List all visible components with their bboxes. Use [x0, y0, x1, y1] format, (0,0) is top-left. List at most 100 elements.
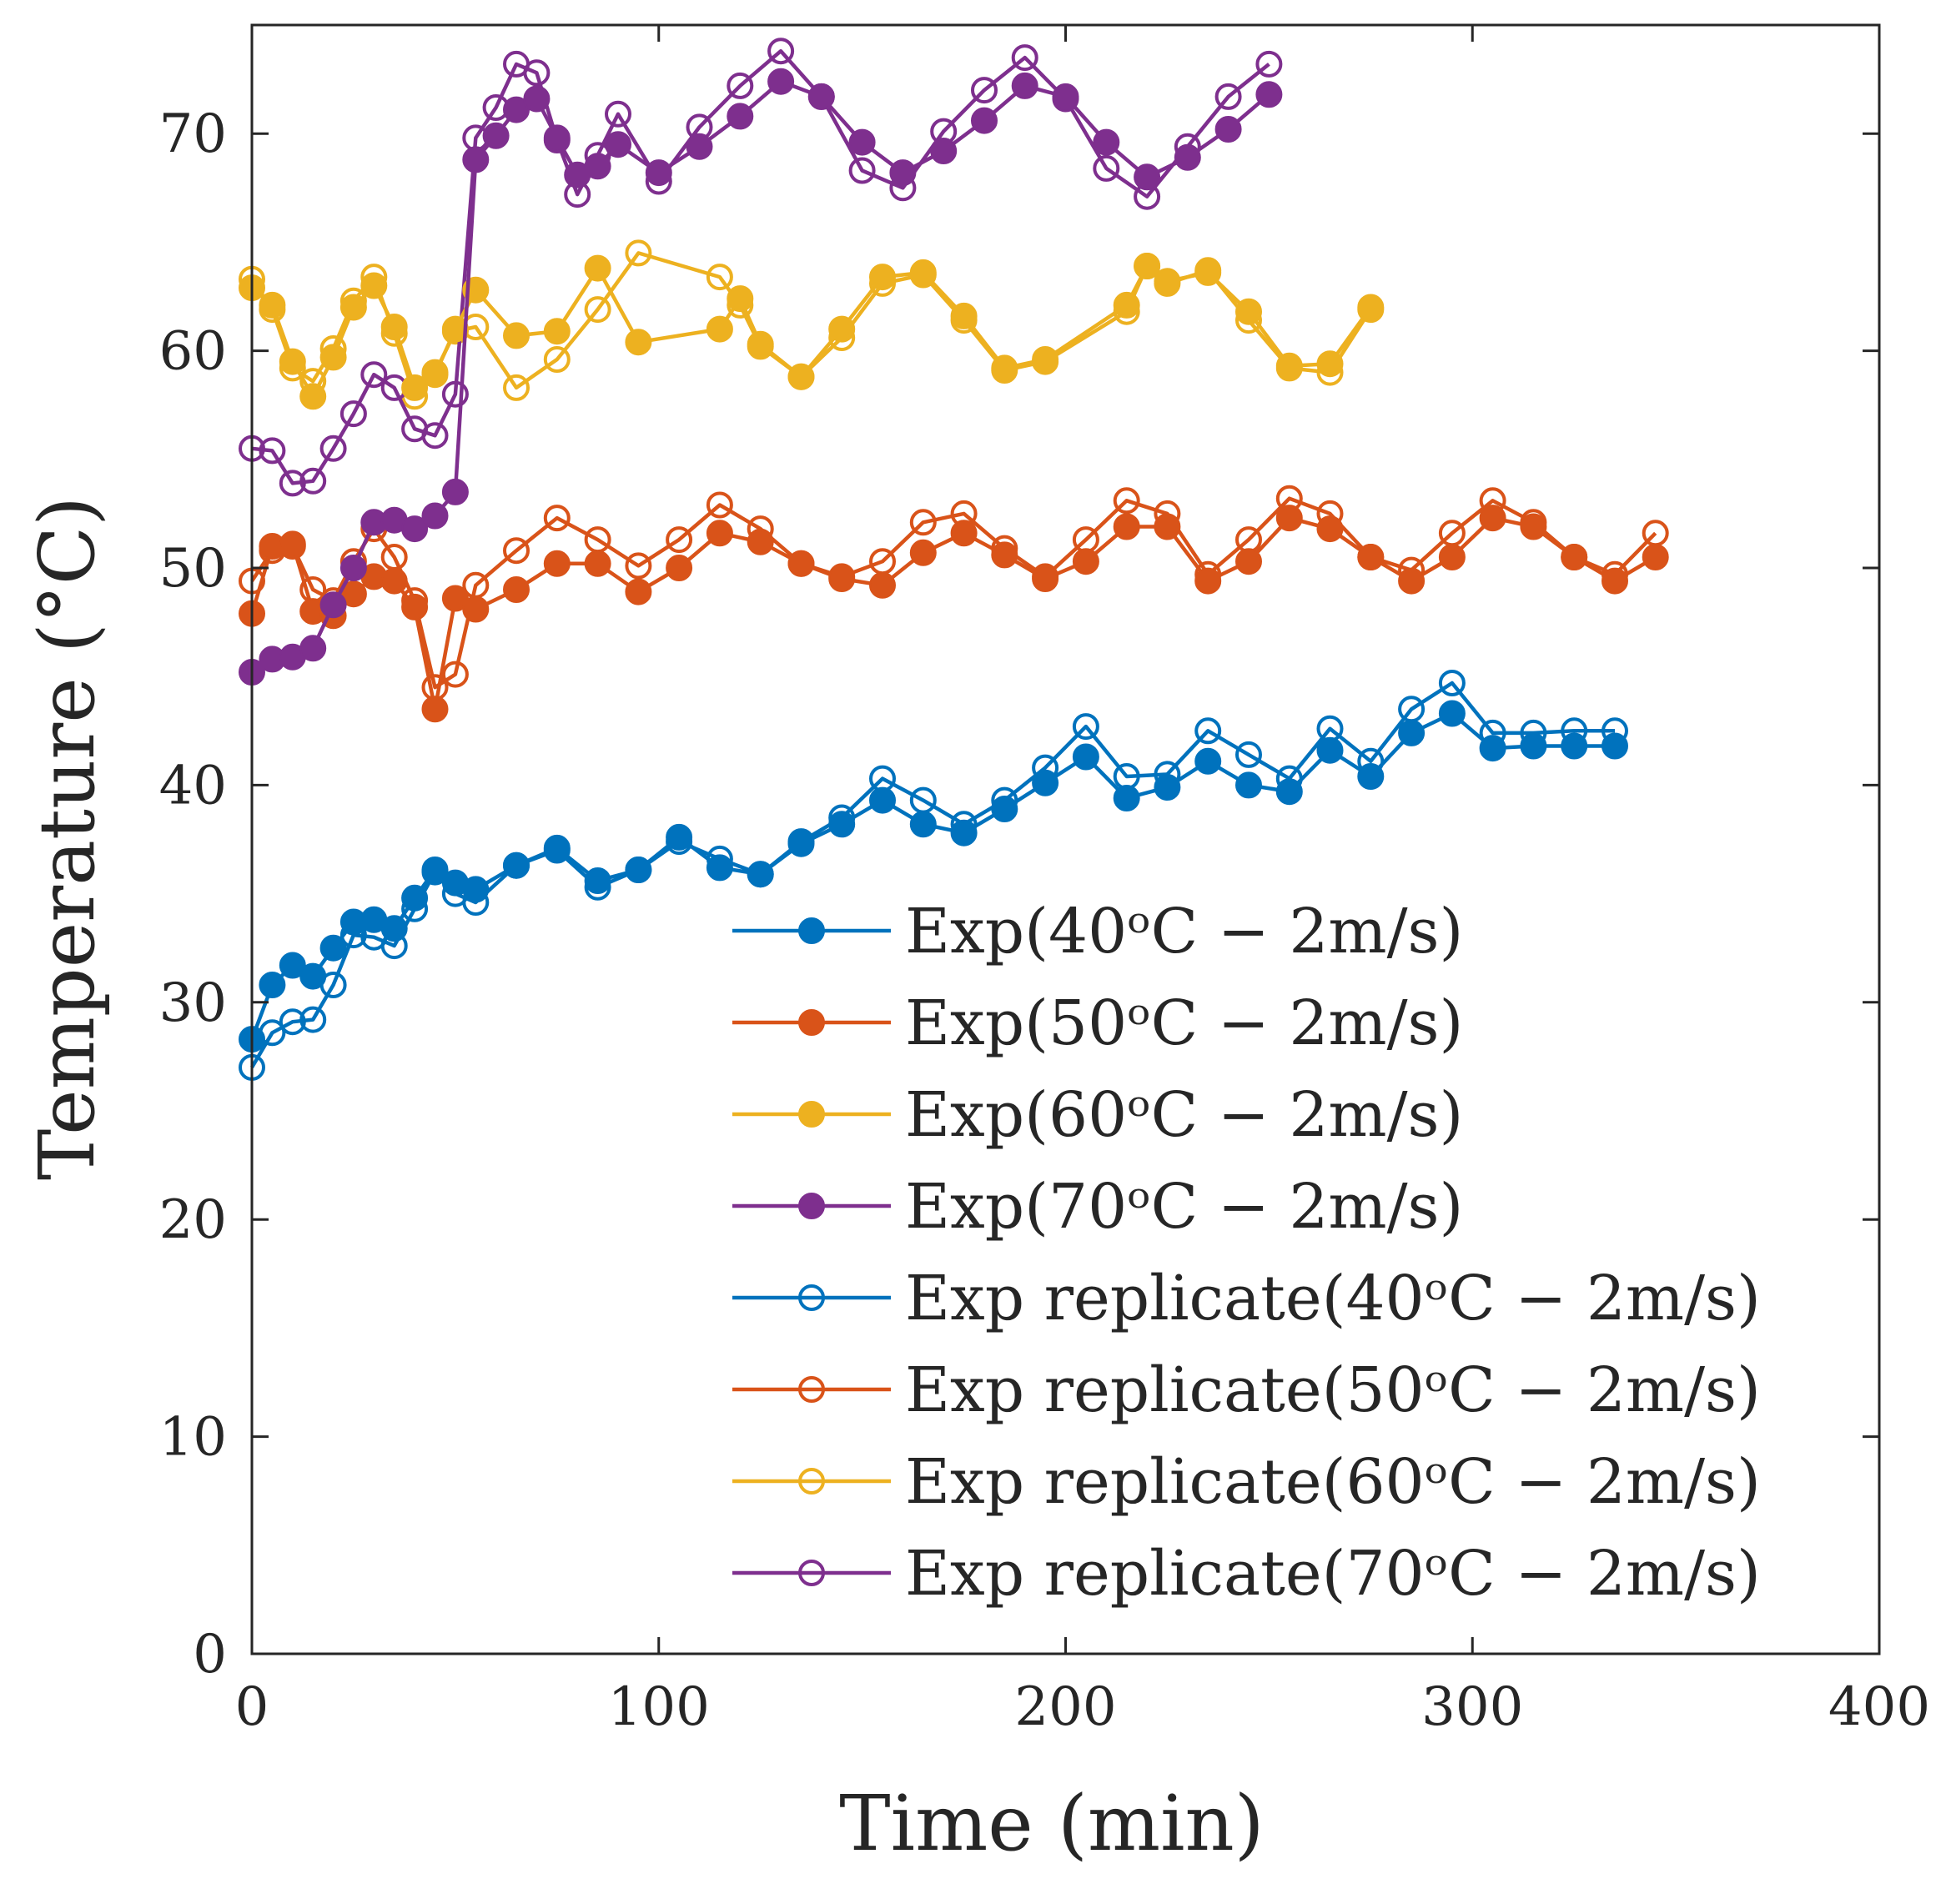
data-point — [1316, 350, 1344, 378]
data-point — [584, 296, 611, 324]
data-point — [1113, 785, 1140, 811]
data-point — [971, 107, 998, 134]
data-point — [605, 100, 631, 128]
data-point — [1642, 544, 1669, 570]
data-point — [319, 934, 347, 962]
data-point — [625, 578, 652, 605]
data-point — [543, 346, 571, 373]
data-point — [625, 329, 652, 356]
data-point — [1275, 505, 1303, 532]
data-point — [401, 884, 429, 912]
data-point — [1032, 769, 1059, 796]
data-point — [482, 122, 510, 149]
data-point — [1438, 700, 1466, 727]
data-point — [1194, 567, 1222, 595]
data-point — [787, 363, 815, 390]
data-point — [1398, 567, 1426, 595]
data-point — [787, 830, 815, 857]
legend-label: Exp replicate(70ᵒC − 2m/s) — [905, 1538, 1761, 1610]
data-point — [319, 344, 347, 371]
y-tick-label: 40 — [159, 755, 227, 816]
legend-label: Exp replicate(60ᵒC − 2m/s) — [905, 1446, 1761, 1518]
data-point — [1561, 544, 1588, 570]
data-point — [1052, 83, 1079, 110]
data-point — [441, 380, 469, 408]
data-point — [1235, 771, 1262, 799]
data-point — [360, 272, 388, 299]
data-point — [767, 38, 795, 65]
data-point — [360, 361, 388, 389]
series-2 — [239, 505, 1669, 723]
legend-marker — [798, 1284, 825, 1311]
data-point — [1011, 72, 1038, 99]
data-point — [950, 819, 978, 847]
data-point — [1235, 741, 1262, 768]
y-tick-label: 0 — [193, 1624, 227, 1685]
data-point — [1113, 487, 1140, 515]
data-point — [1113, 513, 1140, 540]
data-point — [930, 138, 958, 164]
data-point — [727, 103, 754, 130]
data-point — [1479, 505, 1506, 532]
data-point — [971, 77, 998, 104]
data-point — [1235, 548, 1262, 575]
data-point — [1072, 713, 1099, 741]
data-point — [666, 555, 693, 581]
data-point — [543, 834, 571, 862]
data-point — [625, 239, 652, 267]
legend: Exp(40ᵒC − 2m/s) Exp(50ᵒC − 2m/s) Exp(60ᵒC… — [726, 891, 1825, 1616]
legend-marker — [798, 1560, 825, 1586]
data-point — [1093, 128, 1120, 156]
data-point — [828, 315, 856, 343]
data-point — [706, 491, 733, 519]
data-point — [747, 330, 774, 358]
data-point — [1134, 253, 1161, 279]
data-point — [421, 502, 449, 530]
data-point — [1255, 50, 1283, 78]
data-point — [828, 565, 856, 592]
data-point — [1194, 747, 1222, 775]
data-point — [380, 915, 408, 942]
data-point — [1214, 116, 1242, 143]
data-point — [950, 520, 978, 547]
data-point — [1479, 735, 1506, 762]
data-point — [462, 146, 490, 173]
data-point — [441, 478, 469, 505]
data-point — [279, 470, 306, 497]
data-point — [889, 159, 917, 187]
legend-entry-7: Exp replicate(60ᵒC − 2m/s) — [732, 1446, 1761, 1518]
series-1 — [239, 700, 1628, 1053]
data-point — [869, 786, 896, 814]
data-point — [339, 555, 367, 581]
data-point — [767, 68, 795, 95]
legend-entry-6: Exp replicate(50ᵒC − 2m/s) — [732, 1354, 1761, 1426]
legend-marker — [798, 1101, 825, 1128]
data-point — [279, 952, 306, 979]
data-point — [909, 811, 937, 838]
data-point — [666, 823, 693, 851]
data-point — [950, 302, 978, 329]
data-point — [686, 133, 713, 160]
data-point — [421, 857, 449, 883]
data-point — [339, 294, 367, 321]
data-point — [1255, 81, 1283, 108]
data-point — [584, 153, 611, 180]
legend-label: Exp(40ᵒC − 2m/s) — [905, 896, 1463, 967]
data-point — [462, 876, 490, 903]
data-point — [543, 505, 571, 532]
data-point — [259, 437, 286, 465]
data-point — [299, 635, 327, 662]
data-point — [991, 796, 1018, 822]
x-tick-label: 200 — [1014, 1676, 1116, 1738]
legend-marker — [798, 1009, 825, 1036]
legend-entry-1: Exp(40ᵒC − 2m/s) — [732, 896, 1463, 967]
data-point — [1011, 44, 1038, 72]
data-point — [1602, 567, 1628, 595]
data-point — [706, 854, 733, 882]
data-point — [828, 811, 856, 838]
legend-marker — [798, 1468, 825, 1495]
data-point — [1072, 743, 1099, 771]
data-point — [727, 72, 754, 99]
data-point — [991, 541, 1018, 569]
y-tick-label: 70 — [159, 103, 227, 165]
